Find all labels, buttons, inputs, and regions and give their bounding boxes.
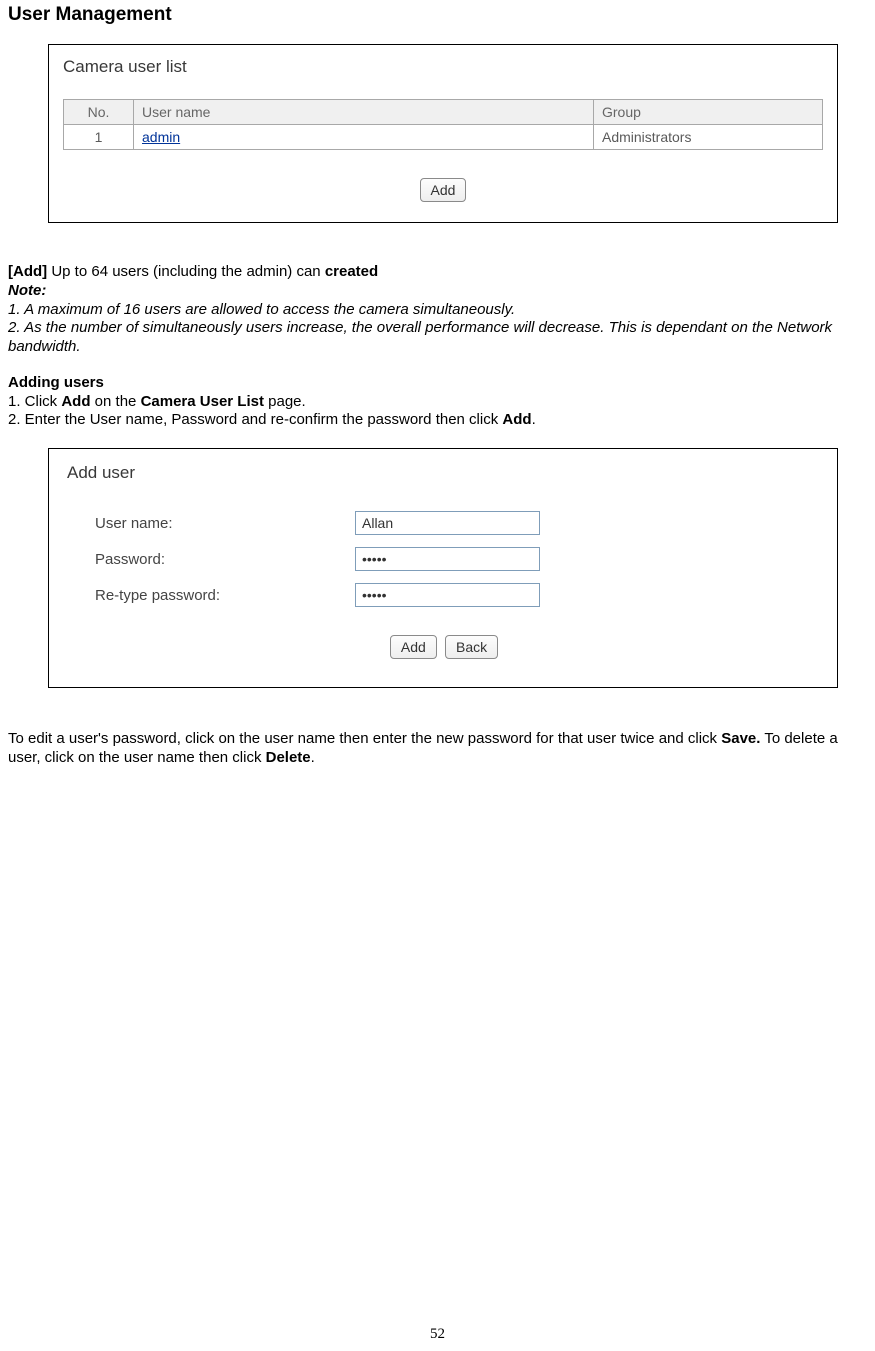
user-list-button-row: Add	[63, 178, 823, 202]
page-number: 52	[0, 1326, 875, 1343]
adding-users-heading: Adding users	[8, 374, 867, 393]
camera-user-list-heading: Camera user list	[63, 57, 823, 77]
cell-group: Administrators	[594, 125, 823, 150]
user-link-admin[interactable]: admin	[142, 129, 180, 145]
add-button[interactable]: Add	[420, 178, 467, 202]
retype-password-input[interactable]	[355, 583, 540, 607]
label-username: User name:	[95, 515, 355, 532]
col-username: User name	[134, 100, 594, 125]
user-list-table: No. User name Group 1 admin Administrato…	[63, 99, 823, 150]
add-user-back-button[interactable]: Back	[445, 635, 498, 659]
add-user-button-row: Add Back	[67, 635, 821, 659]
label-retype: Re-type password:	[95, 587, 355, 604]
add-description: [Add] Up to 64 users (including the admi…	[8, 263, 867, 282]
camera-user-list-panel: Camera user list No. User name Group 1 a…	[48, 44, 838, 223]
form-row-retype: Re-type password:	[95, 583, 821, 607]
label-password: Password:	[95, 551, 355, 568]
note-label: Note:	[8, 282, 867, 301]
step-1: 1. Click Add on the Camera User List pag…	[8, 393, 867, 412]
col-no: No.	[64, 100, 134, 125]
password-input[interactable]	[355, 547, 540, 571]
add-line: Up to 64 users (including the admin) can	[51, 263, 324, 280]
add-user-heading: Add user	[67, 463, 821, 483]
table-row: 1 admin Administrators	[64, 125, 823, 150]
step-2: 2. Enter the User name, Password and re-…	[8, 411, 867, 430]
cell-no: 1	[64, 125, 134, 150]
edit-delete-paragraph: To edit a user's password, click on the …	[8, 730, 867, 768]
col-group: Group	[594, 100, 823, 125]
note-1: 1. A maximum of 16 users are allowed to …	[8, 301, 867, 320]
note-2: 2. As the number of simultaneously users…	[8, 319, 867, 357]
add-user-panel: Add user User name: Password: Re-type pa…	[48, 448, 838, 688]
username-input[interactable]	[355, 511, 540, 535]
page-title: User Management	[8, 4, 867, 26]
add-user-add-button[interactable]: Add	[390, 635, 437, 659]
cell-username: admin	[134, 125, 594, 150]
form-row-password: Password:	[95, 547, 821, 571]
form-row-username: User name:	[95, 511, 821, 535]
add-prefix: [Add]	[8, 263, 51, 280]
add-bold: created	[325, 263, 378, 280]
